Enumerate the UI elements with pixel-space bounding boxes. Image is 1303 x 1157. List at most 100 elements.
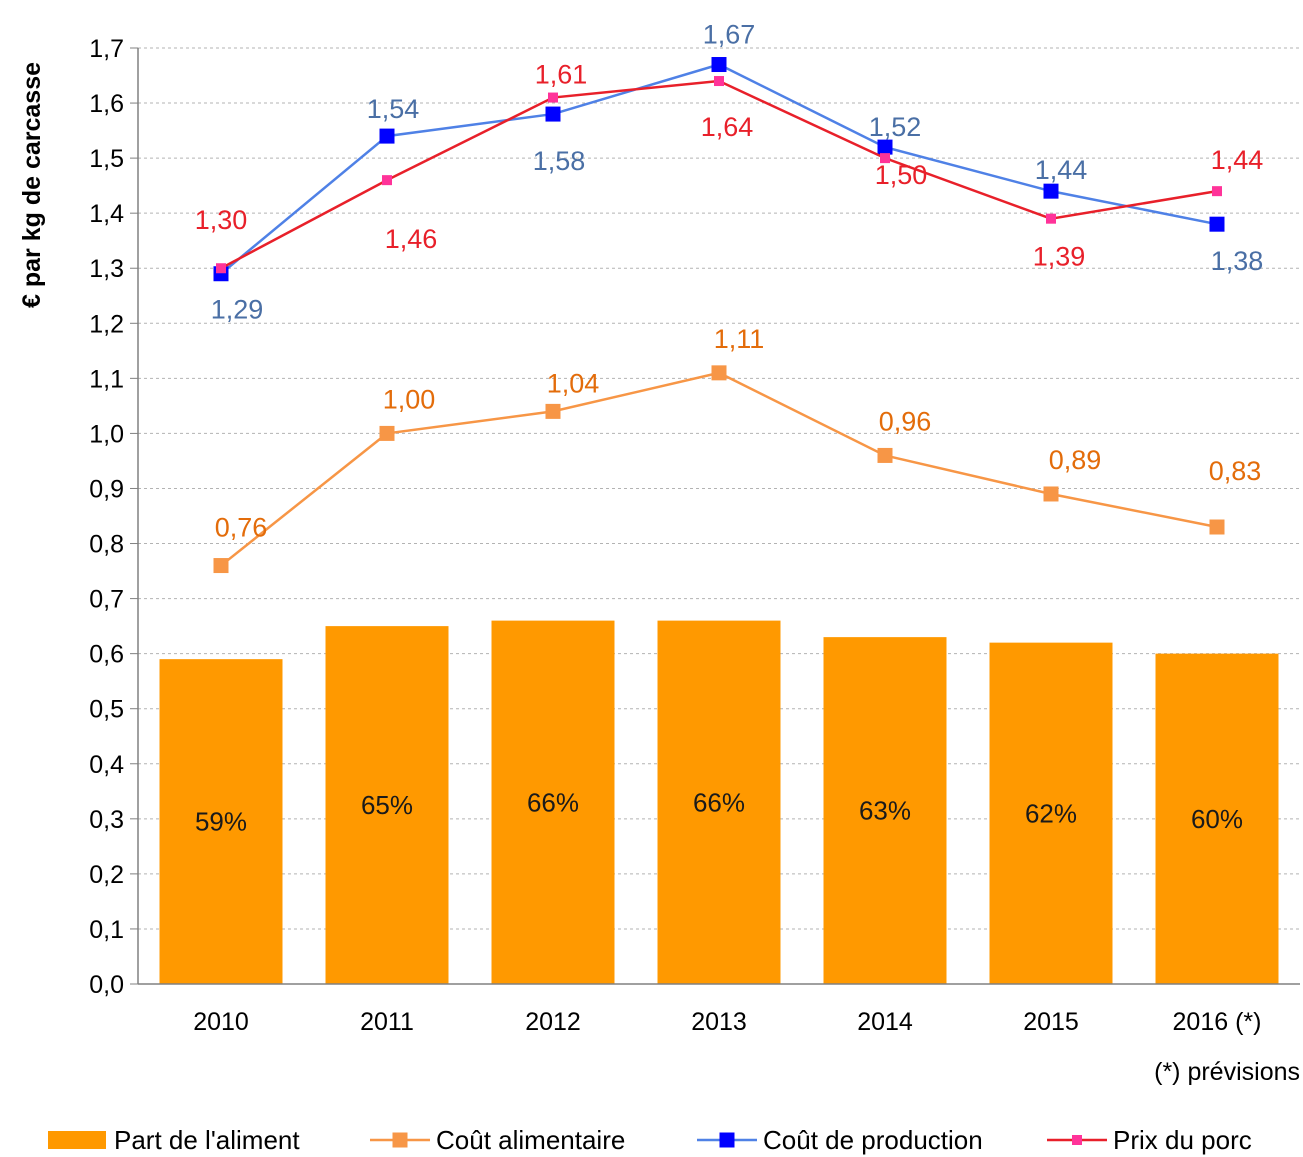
legend-marker — [719, 1132, 735, 1148]
y-tick-label: 0,3 — [89, 806, 124, 834]
y-tick-label: 0,2 — [89, 861, 124, 889]
data-label: 1,00 — [383, 384, 436, 414]
data-label: 1,44 — [1211, 145, 1264, 175]
legend-item: Prix du porc — [1047, 1125, 1252, 1155]
data-label: 1,04 — [547, 368, 600, 398]
y-tick-label: 1,5 — [89, 145, 124, 173]
y-tick-label: 0,5 — [89, 696, 124, 724]
series-point — [1212, 186, 1222, 197]
data-label: 0,89 — [1049, 445, 1102, 475]
bar — [159, 659, 283, 984]
footnote: (*) prévisions — [1154, 1058, 1300, 1086]
legend-label: Coût alimentaire — [436, 1125, 625, 1155]
bar — [657, 620, 781, 984]
bar-label: 66% — [693, 787, 745, 817]
x-tick-label: 2013 — [691, 1008, 747, 1036]
y-tick-label: 1,4 — [89, 200, 124, 228]
series-point — [382, 175, 392, 186]
data-label: 0,83 — [1209, 456, 1262, 486]
y-tick-label: 0,9 — [89, 475, 124, 503]
y-tick-label: 1,2 — [89, 310, 124, 338]
series-point — [216, 263, 226, 274]
legend-label: Prix du porc — [1113, 1125, 1252, 1155]
data-label: 1,54 — [367, 94, 420, 124]
y-tick-label: 0,8 — [89, 531, 124, 559]
x-tick-label: 2014 — [857, 1008, 913, 1036]
legend-swatch — [48, 1131, 106, 1149]
y-tick-label: 1,3 — [89, 255, 124, 283]
data-label: 0,96 — [879, 406, 932, 436]
bar-label: 62% — [1025, 798, 1077, 828]
series-point — [1043, 486, 1059, 502]
legend-label: Part de l'aliment — [114, 1125, 300, 1155]
y-tick-label: 1,0 — [89, 420, 124, 448]
series-point — [877, 447, 893, 463]
data-label: 1,39 — [1033, 242, 1086, 272]
bar — [1155, 653, 1279, 984]
data-label: 1,58 — [533, 146, 586, 176]
bar — [823, 637, 947, 984]
y-tick-label: 1,1 — [89, 365, 124, 393]
legend-item: Coût alimentaire — [370, 1125, 625, 1155]
legend-marker — [1072, 1135, 1082, 1145]
series-point — [1046, 213, 1056, 224]
y-axis-label: € par kg de carcasse — [18, 62, 46, 308]
y-tick-label: 0,0 — [89, 971, 124, 999]
series-point — [711, 57, 727, 73]
series-point — [548, 92, 558, 103]
data-label: 1,11 — [714, 324, 765, 354]
x-tick-label: 2016 (*) — [1173, 1008, 1262, 1036]
data-label: 1,44 — [1035, 155, 1088, 185]
bar-label: 63% — [859, 796, 911, 826]
series-point — [379, 425, 395, 441]
bar-label: 60% — [1191, 804, 1243, 834]
y-tick-label: 1,7 — [89, 35, 124, 63]
y-tick-label: 0,7 — [89, 586, 124, 614]
series-point — [1043, 183, 1059, 199]
x-tick-label: 2015 — [1023, 1008, 1079, 1036]
series-point — [545, 403, 561, 419]
series-point — [711, 365, 727, 381]
bars — [159, 620, 1279, 984]
series-point — [545, 106, 561, 122]
bar — [491, 620, 615, 984]
series-point — [877, 139, 893, 155]
bar — [325, 626, 449, 984]
data-label: 1,29 — [211, 295, 264, 325]
series-point — [880, 153, 890, 164]
x-tick-label: 2011 — [360, 1008, 414, 1036]
bar-label: 59% — [195, 807, 247, 837]
axes: 0,0 0,1 0,2 0,3 0,4 0,5 0,6 0,7 0,8 0,9 1,0 1,1 1,2 1… — [89, 35, 1300, 1036]
data-label: 1,46 — [385, 224, 438, 254]
legend-item: Part de l'aliment — [48, 1125, 300, 1155]
y-tick-label: 0,6 — [89, 641, 124, 669]
data-label: 1,64 — [701, 112, 754, 142]
data-label: 1,67 — [703, 20, 756, 50]
bar-label: 65% — [361, 790, 413, 820]
legend: Part de l'aliment Coût alimentaire Coût de… — [48, 1125, 1252, 1155]
series-point — [714, 76, 724, 87]
series-point — [379, 128, 395, 144]
data-label: 1,52 — [869, 112, 922, 142]
x-tick-label: 2010 — [193, 1008, 249, 1036]
legend-label: Coût de production — [763, 1125, 983, 1155]
data-label: 1,61 — [535, 60, 588, 90]
data-label: 1,38 — [1211, 246, 1264, 276]
legend-item: Coût de production — [697, 1125, 983, 1155]
data-label: 1,50 — [875, 160, 928, 190]
data-labels: 59% 65% 66% 66% 63% 62% 60% 0,76 1,00 1,04 1,11 0,9… — [195, 20, 1264, 837]
y-tick-label: 0,4 — [89, 751, 124, 779]
x-tick-label: 2012 — [525, 1008, 581, 1036]
y-tick-label: 1,6 — [89, 90, 124, 118]
series-point — [1209, 216, 1225, 232]
legend-marker — [392, 1132, 408, 1148]
data-label: 1,30 — [195, 205, 248, 235]
bar-label: 66% — [527, 787, 579, 817]
lines — [213, 57, 1225, 574]
bar — [989, 642, 1113, 984]
series-point — [1209, 519, 1225, 535]
data-label: 0,76 — [215, 513, 268, 543]
y-tick-label: 0,1 — [89, 916, 124, 944]
series-point — [213, 558, 229, 574]
